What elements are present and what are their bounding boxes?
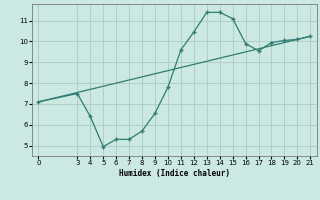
X-axis label: Humidex (Indice chaleur): Humidex (Indice chaleur)	[119, 169, 230, 178]
